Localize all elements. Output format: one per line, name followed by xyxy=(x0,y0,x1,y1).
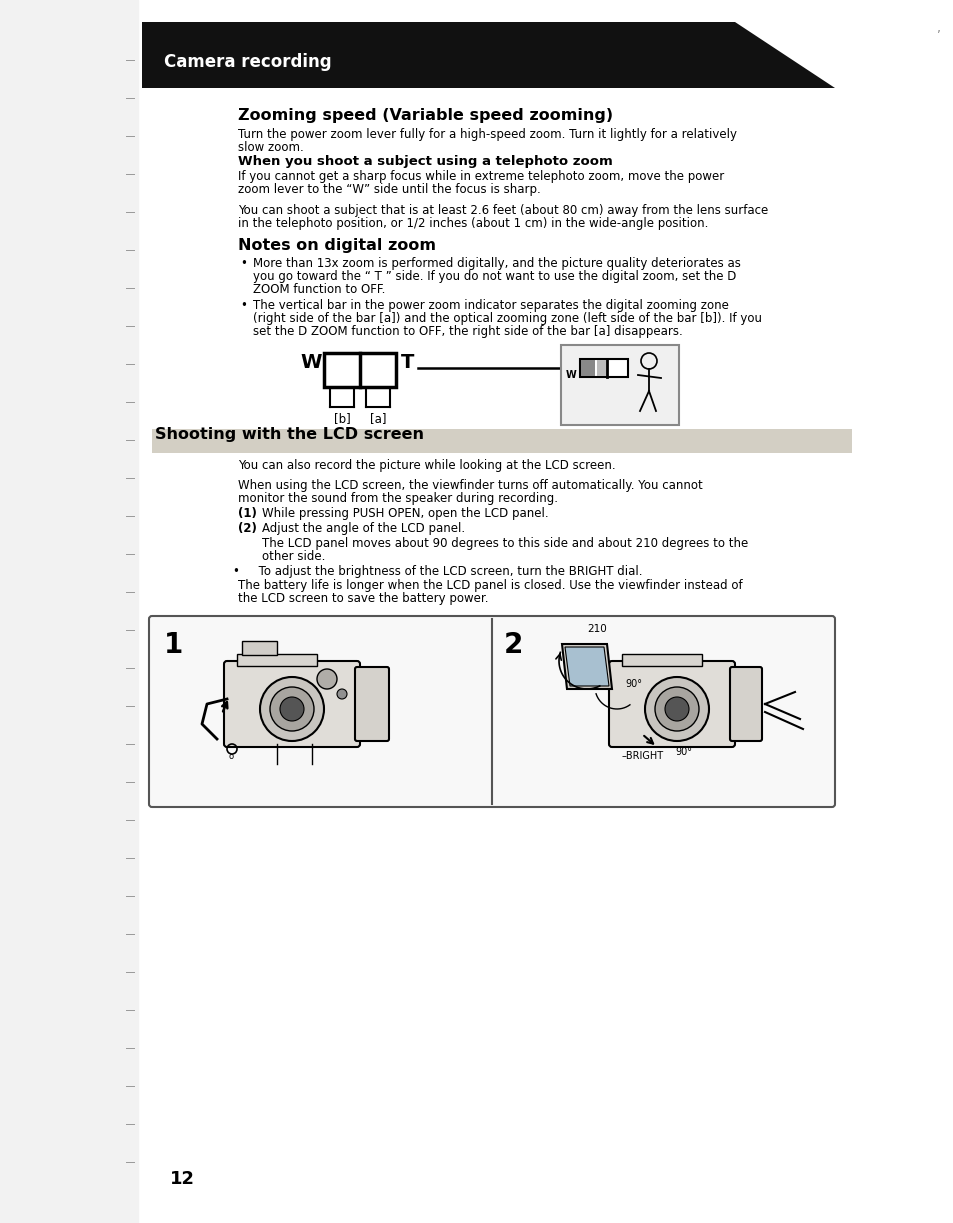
Text: you go toward the “ T ” side. If you do not want to use the digital zoom, set th: you go toward the “ T ” side. If you do … xyxy=(253,270,736,283)
Text: –BRIGHT: –BRIGHT xyxy=(621,751,663,761)
Bar xyxy=(242,641,276,656)
Text: W: W xyxy=(565,371,577,380)
Text: ‚: ‚ xyxy=(936,22,940,35)
Text: If you cannot get a sharp focus while in extreme telephoto zoom, move the power: If you cannot get a sharp focus while in… xyxy=(237,170,723,183)
Text: (right side of the bar [a]) and the optical zooming zone (left side of the bar [: (right side of the bar [a]) and the opti… xyxy=(253,312,761,325)
Bar xyxy=(580,360,595,375)
Text: Notes on digital zoom: Notes on digital zoom xyxy=(237,238,436,253)
Text: Zooming speed (Variable speed zooming): Zooming speed (Variable speed zooming) xyxy=(237,108,613,124)
Text: slow zoom.: slow zoom. xyxy=(237,141,303,154)
Circle shape xyxy=(270,687,314,731)
Text: 1: 1 xyxy=(164,631,183,659)
Text: You can shoot a subject that is at least 2.6 feet (about 80 cm) away from the le: You can shoot a subject that is at least… xyxy=(237,204,767,216)
FancyBboxPatch shape xyxy=(149,616,834,807)
Text: set the D ZOOM function to OFF, the right side of the bar [a] disappears.: set the D ZOOM function to OFF, the righ… xyxy=(253,325,682,338)
Bar xyxy=(152,429,851,453)
Bar xyxy=(324,353,395,386)
Text: W: W xyxy=(299,353,321,372)
Text: Adjust the angle of the LCD panel.: Adjust the angle of the LCD panel. xyxy=(262,522,465,534)
Text: o: o xyxy=(229,752,233,761)
Text: Camera recording: Camera recording xyxy=(164,53,332,71)
Text: Turn the power zoom lever fully for a high-speed zoom. Turn it lightly for a rel: Turn the power zoom lever fully for a hi… xyxy=(237,128,737,141)
Bar xyxy=(621,654,701,667)
Text: The battery life is longer when the LCD panel is closed. Use the viewfinder inst: The battery life is longer when the LCD … xyxy=(237,578,741,592)
Text: When using the LCD screen, the viewfinder turns off automatically. You cannot: When using the LCD screen, the viewfinde… xyxy=(237,479,702,492)
FancyBboxPatch shape xyxy=(608,660,734,747)
Text: You can also record the picture while looking at the LCD screen.: You can also record the picture while lo… xyxy=(237,459,615,472)
Text: (2): (2) xyxy=(237,522,256,534)
Bar xyxy=(579,360,627,377)
Bar xyxy=(236,654,316,667)
Text: While pressing PUSH OPEN, open the LCD panel.: While pressing PUSH OPEN, open the LCD p… xyxy=(262,508,548,520)
Text: Shooting with the LCD screen: Shooting with the LCD screen xyxy=(154,427,423,442)
FancyBboxPatch shape xyxy=(729,667,761,741)
Text: the LCD screen to save the battery power.: the LCD screen to save the battery power… xyxy=(237,592,488,605)
Text: (1): (1) xyxy=(237,508,256,520)
Text: The LCD panel moves about 90 degrees to this side and about 210 degrees to the: The LCD panel moves about 90 degrees to … xyxy=(262,537,747,550)
Text: in the telephoto position, or 1/2 inches (about 1 cm) in the wide-angle position: in the telephoto position, or 1/2 inches… xyxy=(237,216,708,230)
FancyBboxPatch shape xyxy=(355,667,389,741)
Text: •: • xyxy=(240,298,247,312)
Circle shape xyxy=(655,687,699,731)
Text: T: T xyxy=(400,353,414,372)
Text: monitor the sound from the speaker during recording.: monitor the sound from the speaker durin… xyxy=(237,492,558,505)
Circle shape xyxy=(316,669,336,689)
FancyBboxPatch shape xyxy=(224,660,359,747)
Polygon shape xyxy=(142,22,834,88)
Text: 90°: 90° xyxy=(675,747,691,757)
Bar xyxy=(560,345,679,426)
Text: 2: 2 xyxy=(503,631,523,659)
Circle shape xyxy=(280,697,304,722)
Circle shape xyxy=(644,678,708,741)
Circle shape xyxy=(664,697,688,722)
Circle shape xyxy=(260,678,324,741)
Text: zoom lever to the “W” side until the focus is sharp.: zoom lever to the “W” side until the foc… xyxy=(237,183,540,196)
Polygon shape xyxy=(561,645,612,689)
Bar xyxy=(597,360,606,375)
Text: 90°: 90° xyxy=(624,679,641,689)
Text: [b]: [b] xyxy=(334,412,350,426)
Polygon shape xyxy=(564,647,608,686)
Text: 12: 12 xyxy=(170,1170,194,1188)
Text: The vertical bar in the power zoom indicator separates the digital zooming zone: The vertical bar in the power zoom indic… xyxy=(253,298,728,312)
Text: 210: 210 xyxy=(586,624,606,634)
Text: [a]: [a] xyxy=(370,412,386,426)
Circle shape xyxy=(336,689,347,700)
Text: •: • xyxy=(240,257,247,270)
Text: When you shoot a subject using a telephoto zoom: When you shoot a subject using a telepho… xyxy=(237,155,612,168)
Text: other side.: other side. xyxy=(262,550,325,563)
Bar xyxy=(0,0,138,1223)
Text: •     To adjust the brightness of the LCD screen, turn the BRIGHT dial.: • To adjust the brightness of the LCD sc… xyxy=(233,565,641,578)
Text: More than 13x zoom is performed digitally, and the picture quality deteriorates : More than 13x zoom is performed digitall… xyxy=(253,257,740,270)
Text: ZOOM function to OFF.: ZOOM function to OFF. xyxy=(253,283,385,296)
